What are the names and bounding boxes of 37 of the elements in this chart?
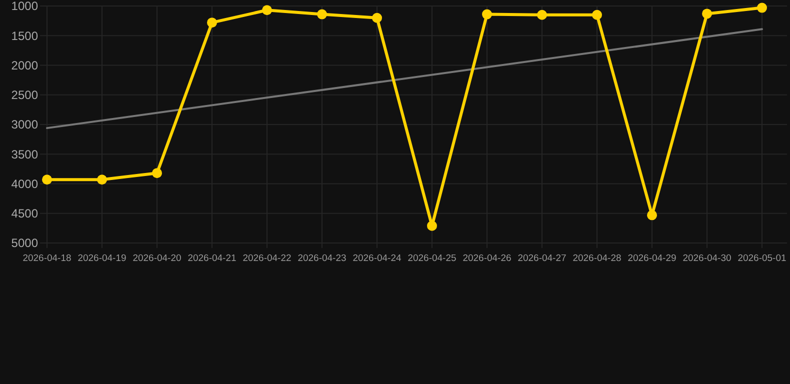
- point: [647, 210, 657, 220]
- point: [42, 174, 52, 185]
- point: [482, 9, 492, 20]
- y-tick-label: 2000: [11, 58, 38, 72]
- x-tick-label: 2026-04-20: [132, 253, 182, 264]
- x-tick-label: 2026-04-24: [352, 253, 402, 264]
- point: [262, 5, 272, 16]
- y-tick-label: 4500: [11, 206, 38, 221]
- point: [152, 168, 162, 178]
- x-tick-label: 2026-04-22: [242, 253, 292, 264]
- x-tick-label: 2026-04-26: [462, 253, 512, 264]
- y-tick-label: 2500: [11, 88, 38, 102]
- point: [97, 174, 107, 185]
- point: [207, 18, 217, 28]
- point: [702, 8, 712, 19]
- point: [427, 220, 437, 231]
- x-tick-label: 2026-05-01: [738, 253, 786, 264]
- y-tick-label: 3000: [11, 118, 38, 132]
- x-tick-label: 2026-04-25: [408, 253, 456, 264]
- y-tick-label: 1500: [11, 28, 38, 43]
- x-tick-label: 2026-04-28: [572, 253, 622, 264]
- point: [592, 10, 602, 20]
- y-tick-label: 5000: [11, 236, 38, 250]
- point: [757, 2, 767, 13]
- point: [537, 10, 547, 20]
- x-tick-label: 2026-04-21: [188, 253, 236, 264]
- point: [317, 9, 327, 20]
- x-tick-label: 2026-04-19: [78, 253, 126, 264]
- x-tick-label: 2026-04-18: [22, 253, 72, 264]
- x-tick-label: 2026-04-23: [298, 253, 346, 264]
- x-tick-label: 2026-04-27: [518, 253, 566, 264]
- x-tick-label: 2026-04-29: [628, 253, 676, 264]
- x-tick-label: 2026-04-30: [682, 253, 732, 264]
- y-tick-label: 4000: [11, 176, 38, 191]
- y-tick-label: 3500: [11, 147, 38, 162]
- y-tick-label: 1000: [11, 0, 38, 14]
- point: [372, 12, 382, 23]
